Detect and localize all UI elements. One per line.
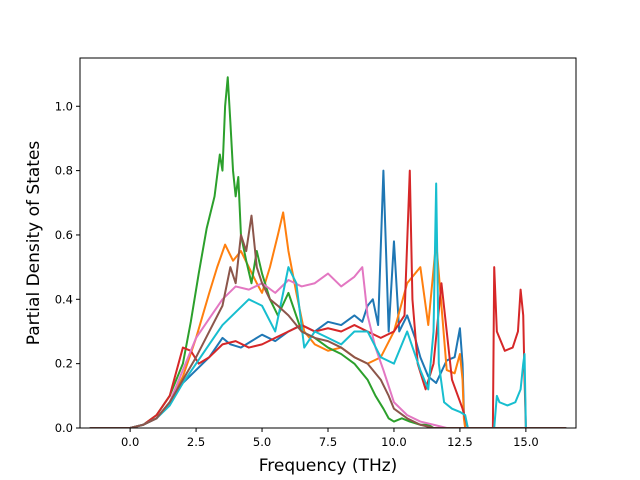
y-tick-label: 0.0 (55, 421, 73, 435)
x-tick-label: 0.0 (121, 435, 139, 449)
y-tick-label: 0.4 (55, 292, 73, 306)
series-layer (89, 76, 567, 428)
x-axis: 0.0 2.5 5.0 7.5 10.0 12.5 15.0 (121, 428, 539, 449)
series-line-4 (89, 169, 567, 428)
series-line-7 (89, 214, 567, 428)
y-tick-label: 0.2 (55, 357, 73, 371)
x-tick-label: 2.5 (187, 435, 205, 449)
x-tick-label: 10.0 (381, 435, 407, 449)
y-axis: 0.0 0.2 0.4 0.6 0.8 1.0 (55, 99, 80, 435)
x-tick-label: 7.5 (319, 435, 337, 449)
y-axis-label: Partial Density of States (24, 141, 44, 346)
series-line-1 (89, 169, 567, 428)
x-tick-label: 12.5 (447, 435, 473, 449)
series-line-5 (89, 266, 567, 428)
y-tick-label: 0.6 (55, 228, 73, 242)
x-tick-label: 5.0 (253, 435, 271, 449)
series-line-3 (89, 76, 567, 428)
x-tick-label: 15.0 (513, 435, 539, 449)
y-tick-label: 0.8 (55, 164, 73, 178)
series-line-6 (89, 182, 567, 428)
y-tick-label: 1.0 (55, 99, 73, 113)
x-axis-label: Frequency (THz) (259, 456, 398, 476)
